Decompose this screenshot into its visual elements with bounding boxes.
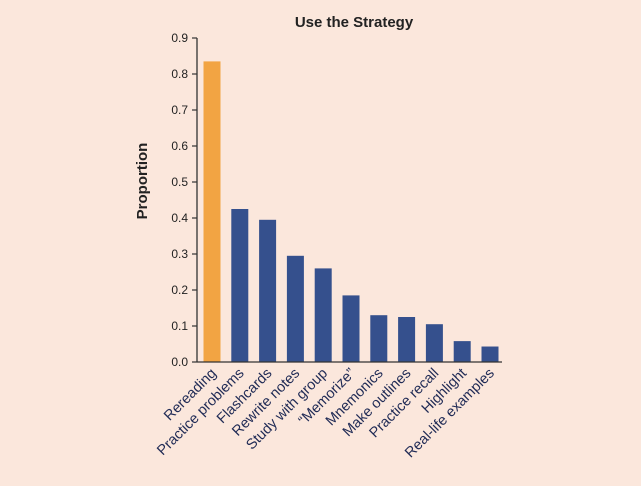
y-tick-label: 0.0 (171, 355, 188, 369)
bar-9 (425, 324, 443, 362)
y-tick-label: 0.9 (171, 31, 188, 45)
bar-5 (314, 268, 332, 362)
bar-4 (286, 255, 304, 362)
y-tick-label: 0.7 (171, 103, 188, 117)
y-tick-label: 0.8 (171, 67, 188, 81)
y-tick-label: 0.2 (171, 283, 188, 297)
y-axis: 0.0 0.1 0.2 0.3 0.4 0.5 0.6 0.7 0.8 0.9 (171, 31, 198, 369)
bar-10 (453, 341, 471, 362)
bar-8 (398, 317, 416, 362)
chart-title: Use the Strategy (295, 14, 414, 31)
y-tick-label: 0.3 (171, 247, 188, 261)
y-tick-label: 0.4 (171, 211, 188, 225)
bar-7 (370, 315, 388, 362)
bars-group (203, 61, 499, 363)
bar-6 (342, 295, 360, 362)
y-axis-label: Proportion (134, 143, 151, 220)
bar-2 (231, 209, 249, 362)
bar-3 (259, 219, 277, 362)
bar-11 (481, 346, 499, 362)
y-tick-label: 0.5 (171, 175, 188, 189)
y-tick-label: 0.6 (171, 139, 188, 153)
y-tick-label: 0.1 (171, 319, 188, 333)
bar-1 (203, 61, 221, 363)
